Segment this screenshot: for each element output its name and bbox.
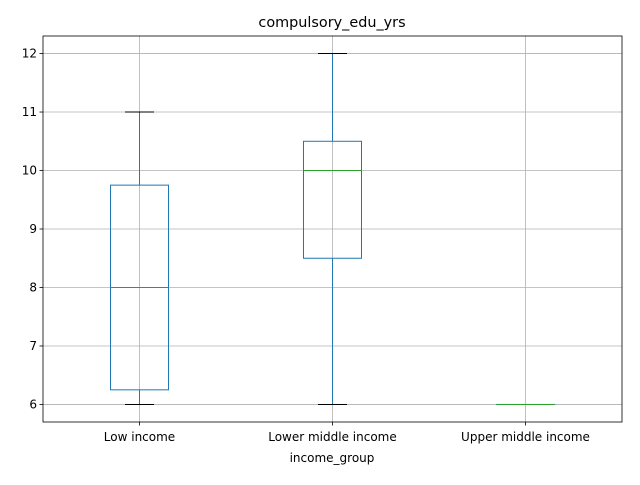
y-tick-label: 6 xyxy=(29,397,37,411)
chart-title: compulsory_edu_yrs xyxy=(258,15,405,31)
x-axis-label: income_group xyxy=(290,451,375,465)
y-tick-label: 12 xyxy=(22,47,37,61)
x-tick-label: Upper middle income xyxy=(461,430,590,444)
y-tick-label: 7 xyxy=(29,339,37,353)
y-tick-label: 9 xyxy=(29,222,37,236)
x-tick-label: Lower middle income xyxy=(268,430,397,444)
x-tick-label: Low income xyxy=(104,430,175,444)
y-tick-label: 11 xyxy=(22,105,37,119)
y-tick-label: 8 xyxy=(29,280,37,294)
y-tick-label: 10 xyxy=(22,164,37,178)
